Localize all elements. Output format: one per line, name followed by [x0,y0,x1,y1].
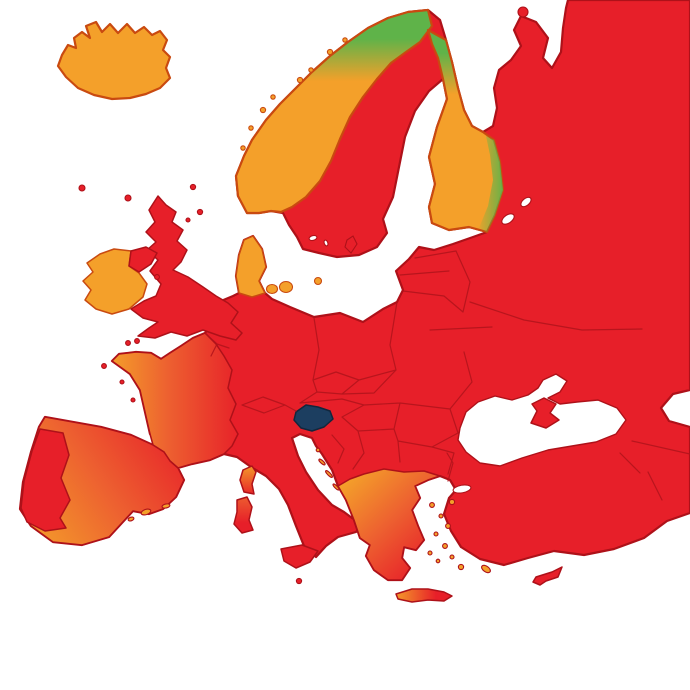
breton-island [119,379,125,385]
internal-borders [204,250,690,501]
islet [308,67,314,73]
island [427,550,433,556]
corsica[interactable] [239,465,257,495]
faroe [78,184,86,192]
lake-vattern [323,239,329,247]
french-coastal-islands[interactable] [101,338,140,403]
islet [342,37,348,43]
norwegian-islets[interactable] [240,37,348,151]
malta[interactable] [295,577,303,585]
croatian-islands[interactable] [315,447,340,491]
islet [296,76,304,84]
island [429,502,435,508]
atlantic-island [130,397,136,403]
lake-onega [520,196,532,208]
island [332,483,340,491]
islet [248,125,254,131]
country-united-kingdom[interactable] [130,195,243,341]
ibiza [127,516,135,522]
balearic-islands[interactable] [127,503,171,522]
country-northern-ireland[interactable] [128,246,158,273]
barents-island[interactable] [517,6,529,18]
aegean-islands[interactable] [427,498,492,574]
funen [265,283,279,295]
bornholm [313,276,323,286]
northern-isles[interactable] [78,183,204,280]
shetland [189,183,197,191]
country-norway[interactable] [234,8,434,215]
channel-island [134,338,140,344]
island [445,523,451,529]
channel-island [125,340,131,346]
island [433,531,439,537]
island [442,543,448,549]
islet [240,145,246,151]
country-portugal[interactable] [20,428,71,532]
sicily[interactable] [280,544,319,569]
islet [259,106,267,114]
mallorca [140,508,152,516]
island [457,563,465,571]
isle-of-man [154,274,160,280]
orkney [196,208,204,216]
orkney [185,217,191,223]
island [318,458,326,466]
lesbos [448,498,456,506]
country-greece[interactable] [337,468,441,581]
crete[interactable] [395,588,453,603]
jutland [235,235,267,298]
island [435,558,441,564]
faroe [124,194,132,202]
country-crimea[interactable] [530,397,560,429]
island [438,513,444,519]
sea-of-marmara [452,484,472,494]
cyprus[interactable] [532,566,563,586]
island [325,470,333,478]
country-slovenia[interactable] [293,404,334,432]
gotland[interactable] [344,235,358,254]
islet [326,48,334,56]
zealand [278,280,294,294]
country-iceland[interactable] [56,20,172,101]
menorca [161,503,171,509]
island [315,447,321,453]
sardinia[interactable] [233,496,254,534]
country-denmark[interactable] [235,235,323,298]
rhodes [481,564,491,574]
breton-island [101,363,107,369]
lake-vanern [308,234,318,242]
islet [270,94,276,100]
island [449,554,455,560]
